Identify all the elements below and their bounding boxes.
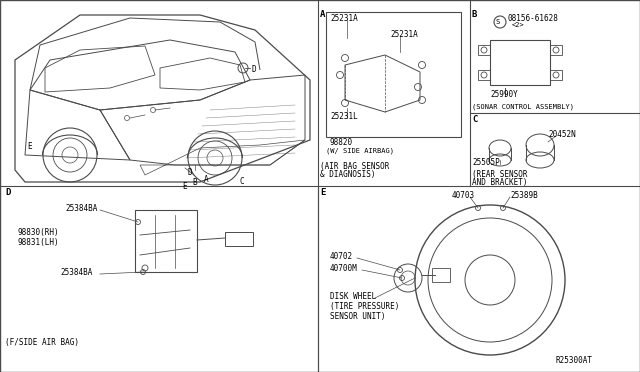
Text: 25384BA: 25384BA	[65, 204, 97, 213]
Text: B: B	[472, 10, 477, 19]
Bar	[490, 40, 550, 85]
Text: 20452N: 20452N	[548, 130, 576, 139]
Text: A: A	[320, 10, 325, 19]
Text: D: D	[5, 188, 10, 197]
Text: 25505P: 25505P	[472, 158, 500, 167]
Bar	[135, 210, 197, 272]
Text: (W/ SIDE AIRBAG): (W/ SIDE AIRBAG)	[326, 148, 394, 154]
Text: E: E	[182, 182, 187, 191]
Text: & DIAGNOSIS): & DIAGNOSIS)	[320, 170, 376, 179]
Text: S: S	[496, 19, 500, 25]
Text: A: A	[204, 175, 209, 184]
Bar	[550, 70, 562, 80]
Text: D: D	[188, 168, 193, 177]
Text: DISK WHEEL: DISK WHEEL	[330, 292, 376, 301]
Text: 25389B: 25389B	[510, 191, 538, 200]
Bar	[478, 45, 490, 55]
Text: <2>: <2>	[512, 22, 525, 28]
Text: 40703: 40703	[452, 191, 475, 200]
Text: 98830(RH): 98830(RH)	[18, 228, 60, 237]
Bar	[432, 268, 450, 282]
Text: D: D	[251, 65, 255, 74]
Text: 25231A: 25231A	[330, 14, 358, 23]
Text: AND BRACKET): AND BRACKET)	[472, 178, 527, 187]
Text: E: E	[320, 188, 325, 197]
Text: 25384BA: 25384BA	[60, 268, 92, 277]
Text: SENSOR UNIT): SENSOR UNIT)	[330, 312, 385, 321]
Text: B: B	[192, 178, 196, 187]
Text: R25300AT: R25300AT	[555, 356, 592, 365]
Text: C: C	[240, 177, 244, 186]
Bar	[478, 70, 490, 80]
Text: 25990Y: 25990Y	[490, 90, 518, 99]
Text: 25231L: 25231L	[330, 112, 358, 121]
Text: (SONAR CONTROL ASSEMBLY): (SONAR CONTROL ASSEMBLY)	[472, 103, 574, 109]
Text: (REAR SENSOR: (REAR SENSOR	[472, 170, 527, 179]
Text: 25231A: 25231A	[390, 30, 418, 39]
Text: E: E	[27, 142, 31, 151]
Bar	[326, 12, 461, 137]
Text: (TIRE PRESSURE): (TIRE PRESSURE)	[330, 302, 399, 311]
Text: C: C	[472, 115, 477, 124]
Text: (AIR BAG SENSOR: (AIR BAG SENSOR	[320, 162, 389, 171]
Text: 08156-61628: 08156-61628	[508, 14, 559, 23]
Text: 40700M: 40700M	[330, 264, 358, 273]
Text: 98831(LH): 98831(LH)	[18, 238, 60, 247]
Text: (F/SIDE AIR BAG): (F/SIDE AIR BAG)	[5, 338, 79, 347]
Text: 40702: 40702	[330, 252, 353, 261]
Text: 98820: 98820	[330, 138, 353, 147]
Bar	[550, 45, 562, 55]
Bar	[225, 232, 253, 246]
